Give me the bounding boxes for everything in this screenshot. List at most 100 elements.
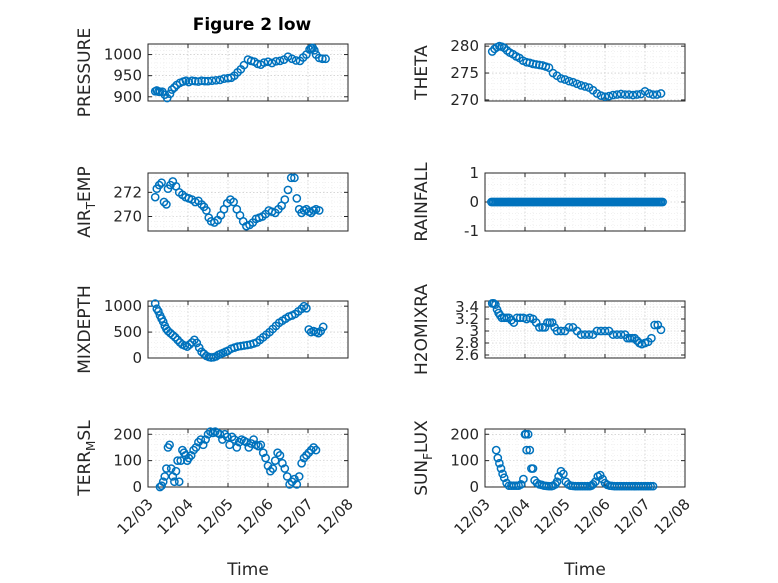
data-point: [286, 173, 296, 183]
y-axis-label-main: SUN: [412, 460, 432, 496]
data-point: [158, 477, 168, 487]
data-point: [154, 307, 163, 316]
y-axis-label-main: AIR: [75, 209, 95, 238]
data-point: [554, 472, 563, 481]
data-point: [171, 466, 181, 476]
data-point: [495, 458, 504, 468]
data-point: [512, 313, 522, 323]
x-tick-label: 12/06: [571, 495, 614, 538]
data-point: [299, 453, 309, 463]
data-point: [287, 477, 297, 487]
data-markers: [491, 429, 658, 491]
data-point: [564, 76, 574, 86]
y-tick-label: 3.4: [455, 298, 479, 316]
data-point: [580, 330, 590, 339]
data-point: [297, 304, 306, 314]
data-markers: [150, 299, 328, 362]
data-point: [656, 325, 666, 335]
data-point: [592, 326, 602, 336]
y-tick-label: 100: [113, 452, 142, 470]
data-point: [584, 330, 594, 339]
axes-border: [147, 300, 349, 359]
y-axis-label: SUNFLUX: [412, 420, 435, 496]
data-markers: [487, 299, 666, 349]
axes-frame: [484, 428, 686, 488]
data-point: [227, 432, 237, 442]
data-point: [647, 333, 656, 343]
y-axis-label-rest: SL: [75, 420, 95, 441]
data-point: [318, 54, 327, 64]
data-point: [547, 318, 557, 327]
data-point: [306, 445, 316, 455]
data-point: [314, 206, 324, 215]
data-point: [608, 90, 618, 100]
data-point: [650, 320, 659, 330]
x-axis-label: Time: [563, 560, 606, 580]
y-tick-label: 275: [450, 64, 479, 82]
y-tick-label: 0: [469, 478, 479, 496]
y-tick-label: 1000: [104, 297, 142, 315]
data-point: [201, 435, 210, 444]
data-point: [576, 81, 586, 90]
data-point: [256, 440, 266, 450]
data-point: [197, 76, 206, 86]
x-tick-label: 12/03: [114, 495, 157, 538]
data-point: [165, 89, 175, 99]
data-point: [203, 429, 213, 439]
data-point: [624, 90, 634, 99]
data-point: [220, 429, 230, 439]
x-tick-label: 12/08: [314, 495, 357, 538]
data-markers: [150, 43, 330, 103]
data-point: [168, 330, 178, 340]
data-point: [600, 92, 610, 102]
y-axis-label-rest: LUX: [412, 420, 432, 453]
data-point: [170, 83, 179, 92]
data-point: [273, 448, 282, 458]
data-point: [229, 197, 238, 207]
data-point: [502, 478, 511, 488]
data-point: [616, 89, 626, 99]
y-tick-label: 2.6: [455, 346, 479, 364]
x-tick-label: 12/05: [531, 495, 574, 538]
y-tick-label: 270: [450, 91, 479, 109]
y-tick-label: 280: [450, 37, 479, 55]
data-point: [292, 194, 302, 203]
data-point: [162, 200, 171, 209]
data-point: [568, 77, 578, 87]
data-point: [604, 91, 614, 101]
data-point: [166, 464, 176, 473]
data-point: [496, 464, 506, 473]
data-point: [150, 299, 160, 308]
data-point: [165, 440, 174, 450]
y-axis-label: MIXDEPTH: [75, 285, 95, 374]
y-axis-label-subscript: M: [84, 441, 98, 451]
data-point: [596, 91, 606, 100]
data-point: [173, 335, 182, 345]
data-point: [519, 474, 528, 484]
figure-title: Figure 2 low: [193, 15, 312, 35]
data-point: [297, 458, 306, 468]
data-point: [309, 443, 318, 452]
data-point: [225, 440, 234, 450]
y-tick-label: 3: [469, 322, 479, 340]
data-point: [170, 477, 179, 487]
data-point: [283, 185, 293, 195]
data-point: [612, 90, 622, 99]
data-point: [263, 57, 273, 67]
data-point: [299, 301, 309, 311]
data-point: [203, 76, 213, 86]
y-axis-label: PRESSURE: [75, 28, 95, 117]
data-point: [290, 474, 299, 484]
data-point: [282, 472, 292, 481]
data-point: [194, 437, 203, 447]
data-point: [159, 197, 169, 207]
data-point: [290, 173, 299, 183]
data-point: [258, 448, 268, 458]
y-tick-label: 0: [469, 193, 479, 211]
data-point: [612, 330, 622, 339]
axes-border: [147, 43, 349, 102]
data-point: [270, 456, 280, 465]
data-point: [184, 453, 194, 463]
grid-lines: [484, 428, 686, 488]
x-tick-label: 12/08: [651, 495, 694, 538]
